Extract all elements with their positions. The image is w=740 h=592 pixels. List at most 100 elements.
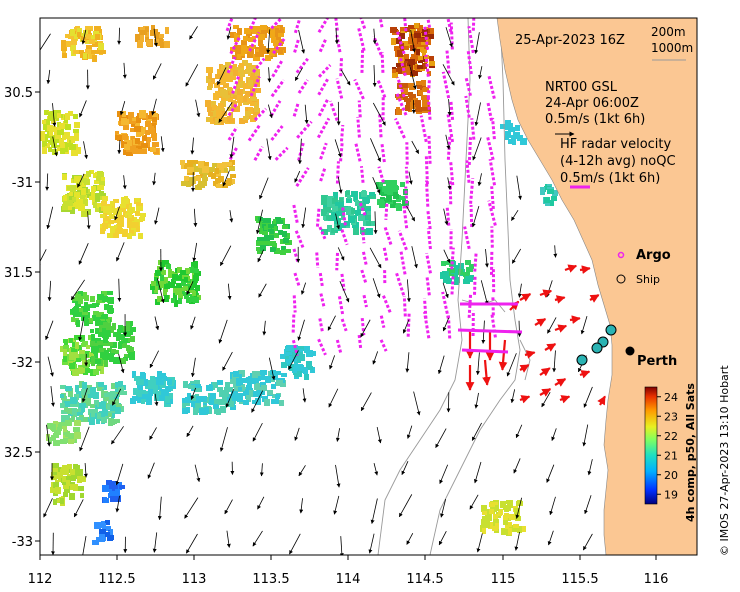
sst-pixel — [103, 206, 109, 213]
sst-pixel — [55, 138, 62, 143]
sst-pixel — [492, 505, 499, 511]
current-arrow — [50, 386, 55, 407]
sst-pixel — [119, 341, 123, 347]
sst-pixel — [191, 401, 196, 407]
sst-pixel — [486, 521, 490, 528]
model-current-arrow — [229, 36, 241, 55]
sst-pixel — [154, 394, 160, 401]
ship-marker[interactable] — [605, 324, 617, 336]
colorbar-tick-label: 24 — [664, 391, 678, 404]
sst-pixel — [377, 199, 384, 204]
sst-pixel — [194, 388, 201, 392]
current-arrow — [149, 427, 157, 441]
model-current-arrow — [426, 210, 432, 230]
sst-pixel — [72, 310, 78, 315]
sst-pixel — [353, 228, 359, 235]
current-arrow — [81, 29, 87, 45]
sst-pixel — [412, 70, 418, 76]
sst-pixel — [243, 101, 249, 105]
sst-pixel — [212, 382, 218, 388]
sst-pixel — [264, 226, 268, 233]
model-current-arrow — [317, 77, 330, 96]
ship-marker[interactable] — [576, 354, 588, 366]
sst-pixel — [48, 437, 52, 444]
sst-pixel — [193, 294, 197, 299]
sst-pixel — [427, 71, 431, 76]
model-current-arrow — [341, 207, 348, 227]
sst-pixel — [244, 28, 251, 34]
sst-pixel — [242, 378, 248, 383]
sst-pixel — [184, 277, 188, 282]
sst-pixel — [355, 210, 361, 216]
sst-pixel — [108, 529, 113, 535]
sst-pixel — [212, 163, 219, 167]
sst-pixel — [73, 402, 79, 407]
model-current-arrow — [270, 18, 284, 30]
current-arrow — [546, 464, 555, 483]
sst-pixel — [241, 45, 247, 52]
current-arrow — [406, 279, 411, 303]
sst-pixel — [294, 362, 298, 367]
sst-pixel — [64, 41, 71, 47]
sst-pixel — [166, 264, 171, 269]
model-current-arrow — [359, 166, 365, 183]
sst-pixel — [92, 315, 96, 321]
sst-pixel — [250, 102, 255, 106]
current-arrow — [229, 136, 235, 159]
sst-pixel — [428, 28, 434, 34]
sst-pixel — [63, 356, 67, 362]
ship-marker[interactable] — [591, 342, 603, 354]
model-current-arrow — [469, 205, 474, 227]
hf-radar-arrow — [579, 370, 591, 379]
sst-pixel — [265, 376, 271, 383]
sst-pixel — [218, 399, 225, 405]
sst-pixel — [227, 76, 233, 81]
sst-pixel — [279, 39, 283, 45]
sst-pixel — [369, 192, 375, 196]
sst-pixel — [344, 221, 350, 226]
x-tick-label: 115.5 — [561, 572, 598, 587]
current-arrow — [442, 282, 449, 299]
current-arrow — [516, 175, 522, 200]
sst-pixel — [89, 39, 95, 44]
sst-pixel — [514, 508, 520, 514]
current-arrow — [86, 211, 91, 230]
sst-pixel — [186, 182, 191, 187]
sst-pixel — [65, 431, 70, 437]
sst-pixel — [135, 211, 140, 216]
sst-pixel — [237, 397, 243, 402]
model-current-arrow — [317, 338, 327, 356]
sst-pixel — [75, 342, 79, 349]
sst-pixel — [171, 279, 176, 284]
sst-pixel — [80, 52, 85, 58]
hf-radar-arrow — [524, 350, 536, 359]
sst-pixel — [93, 311, 99, 315]
model-current-arrow — [318, 318, 325, 334]
sst-pixel — [228, 91, 233, 97]
sst-pixel — [269, 49, 275, 56]
sst-pixel — [138, 36, 144, 42]
current-arrow — [46, 424, 51, 447]
sst-pixel — [90, 296, 95, 302]
sst-pixel — [183, 292, 190, 296]
sst-pixel — [82, 341, 88, 345]
sst-pixel — [156, 379, 162, 385]
model-current-arrow — [377, 166, 385, 183]
sst-pixel — [248, 63, 252, 69]
sst-pixel — [57, 130, 64, 135]
sst-pixel — [66, 415, 70, 420]
model-current-arrow — [297, 79, 309, 94]
sst-pixel — [237, 52, 241, 59]
sst-pixel — [89, 196, 95, 200]
sst-pixel — [141, 149, 147, 154]
sst-pixel — [69, 363, 75, 369]
current-arrow — [335, 428, 340, 442]
sst-pixel — [95, 197, 100, 202]
sst-pixel — [91, 192, 95, 197]
sst-pixel — [509, 514, 515, 520]
model-current-arrow — [335, 34, 342, 53]
sst-pixel — [145, 391, 150, 395]
sst-pixel — [73, 137, 79, 141]
sst-pixel — [108, 297, 114, 304]
current-arrow — [584, 495, 592, 515]
